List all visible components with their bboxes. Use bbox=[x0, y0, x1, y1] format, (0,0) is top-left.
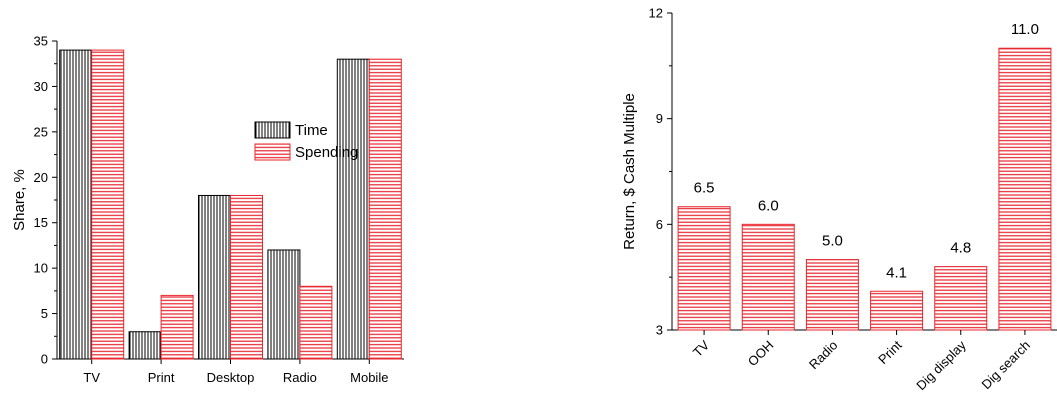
x-tick-label: Dig display bbox=[913, 337, 969, 393]
y-tick-label: 0 bbox=[41, 352, 48, 367]
bar-spending bbox=[368, 58, 402, 360]
y-tick-label: 15 bbox=[34, 215, 48, 230]
y-tick-label: 10 bbox=[34, 261, 48, 276]
y-tick-label: 5 bbox=[41, 306, 48, 321]
x-tick-label: Dig search bbox=[978, 338, 1033, 393]
share-bar-chart: 0 5 10 15 20 25 30 35 TV Print Desktop Radio Mobile S… bbox=[11, 34, 404, 385]
y-tick-label: 6 bbox=[656, 217, 663, 232]
bar-spending bbox=[299, 285, 333, 360]
data-label: 4.8 bbox=[950, 240, 971, 257]
legend-label-spending: Spending bbox=[295, 144, 358, 161]
x-tick-label: OOH bbox=[745, 338, 777, 370]
x-tick-label: Radio bbox=[806, 338, 841, 373]
bar-time bbox=[336, 58, 370, 360]
bar-spending bbox=[230, 194, 263, 360]
y-tick-label: 35 bbox=[34, 34, 48, 49]
bar bbox=[870, 290, 924, 331]
bar bbox=[934, 266, 988, 331]
return-bar-chart: 3 6 9 12 6.5 TV 6.0 OOH 5.0 Radio 4.1 Print 4.8 Dig d… bbox=[621, 6, 1057, 393]
data-label: 6.5 bbox=[694, 180, 715, 197]
y-tick-label: 25 bbox=[34, 124, 48, 139]
legend-swatch-time bbox=[254, 121, 291, 139]
x-tick-label: Print bbox=[875, 337, 905, 367]
y-axis-label: Share, % bbox=[11, 169, 28, 231]
data-label: 11.0 bbox=[1011, 21, 1039, 38]
bar-time bbox=[59, 49, 93, 360]
x-tick-label: Mobile bbox=[350, 370, 388, 385]
x-tick-label: TV bbox=[690, 337, 713, 360]
x-tick-label: TV bbox=[83, 370, 100, 385]
y-tick-label: 9 bbox=[656, 111, 663, 126]
legend-label-time: Time bbox=[295, 122, 328, 139]
bar-time bbox=[267, 249, 301, 360]
bar bbox=[805, 259, 859, 331]
bar-spending bbox=[91, 49, 125, 360]
x-tick-label: Print bbox=[148, 370, 175, 385]
y-axis-label: Return, $ Cash Multiple bbox=[621, 93, 638, 250]
bar-time bbox=[128, 331, 162, 360]
legend-swatch-spending bbox=[254, 143, 291, 161]
x-tick-label: Desktop bbox=[207, 370, 255, 385]
bar-time bbox=[198, 194, 231, 360]
y-tick-label: 12 bbox=[649, 6, 663, 21]
data-label: 5.0 bbox=[822, 233, 843, 250]
bar bbox=[677, 206, 731, 331]
y-tick-label: 30 bbox=[34, 79, 48, 94]
bar-spending bbox=[160, 294, 194, 360]
y-tick-label: 20 bbox=[34, 170, 48, 185]
x-tick-label: Radio bbox=[283, 370, 317, 385]
bar bbox=[741, 223, 795, 331]
y-tick-label: 3 bbox=[656, 323, 663, 338]
data-label: 4.1 bbox=[886, 264, 907, 281]
data-label: 6.0 bbox=[758, 197, 779, 214]
bar bbox=[998, 47, 1052, 331]
